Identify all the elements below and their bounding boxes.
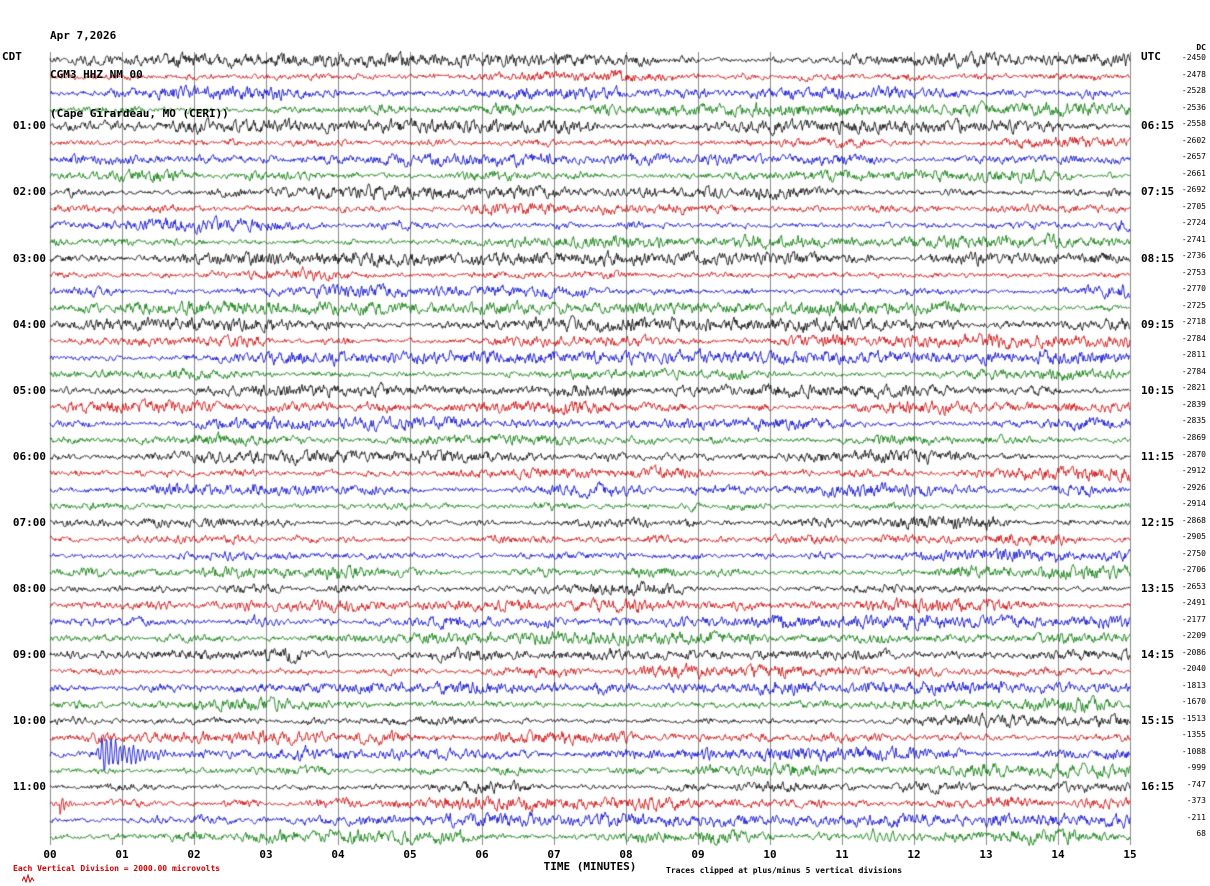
header-station-code: CGM3 HHZ NM 00 xyxy=(50,68,143,81)
x-axis-tick: 04 xyxy=(331,848,345,861)
x-axis-tick: 12 xyxy=(907,848,921,861)
dc-value: -2653 xyxy=(1181,581,1206,591)
dc-value: 68 xyxy=(1196,829,1206,839)
cdt-hour-label: 09:00 xyxy=(12,648,46,661)
dc-value: -2657 xyxy=(1181,152,1206,162)
dc-value: -2040 xyxy=(1181,664,1206,674)
utc-hour-label: 09:15 xyxy=(1141,317,1175,331)
vertical-scale-note: Each Vertical Division = 2000.00 microvo… xyxy=(13,864,221,873)
dc-value: -2661 xyxy=(1181,168,1206,178)
utc-hour-label: 11:15 xyxy=(1141,449,1175,463)
utc-hour-label: 07:15 xyxy=(1141,185,1175,199)
cdt-hour-label: 08:00 xyxy=(12,581,46,595)
dc-value: -2741 xyxy=(1181,234,1206,244)
dc-value: -2870 xyxy=(1181,449,1206,459)
dc-value: -2926 xyxy=(1181,482,1206,492)
dc-value: -2821 xyxy=(1181,383,1206,393)
dc-value: -2753 xyxy=(1181,267,1206,277)
dc-value: -2692 xyxy=(1181,185,1206,195)
utc-hour-label: 06:15 xyxy=(1141,119,1175,133)
x-axis-tick: 02 xyxy=(187,848,201,861)
dc-value: -2725 xyxy=(1181,300,1206,310)
x-axis-tick: 15 xyxy=(1123,848,1137,861)
x-axis-tick: 01 xyxy=(115,848,129,861)
margin-artifact-mark xyxy=(22,874,35,883)
cdt-hour-label: 05:00 xyxy=(12,383,46,397)
x-axis-tick: 06 xyxy=(475,848,489,861)
dc-value: -2784 xyxy=(1181,333,1206,343)
dc-value: -1813 xyxy=(1181,680,1206,690)
cdt-hour-label: 06:00 xyxy=(12,449,46,463)
dc-value: -211 xyxy=(1186,812,1206,822)
dc-value: -2835 xyxy=(1181,416,1206,426)
cdt-hour-label: 10:00 xyxy=(12,714,46,728)
dc-value: -1513 xyxy=(1181,713,1206,723)
dc-value: -2914 xyxy=(1181,499,1206,509)
dc-value: -2450 xyxy=(1181,53,1206,62)
dc-value: -747 xyxy=(1186,779,1206,789)
x-axis-tick: 11 xyxy=(835,848,849,861)
cdt-hour-label: 03:00 xyxy=(12,251,46,265)
header-station-location: (Cape Girardeau, MO (CERI)) xyxy=(50,107,229,120)
dc-value: -2528 xyxy=(1181,86,1206,96)
dc-value: -2736 xyxy=(1181,251,1206,261)
timezone-label-right: UTC xyxy=(1141,50,1161,63)
x-axis-tick: 09 xyxy=(691,848,705,861)
x-axis-tick: 14 xyxy=(1051,848,1065,861)
utc-hour-label: 13:15 xyxy=(1141,581,1175,595)
dc-value: -2868 xyxy=(1181,515,1206,525)
dc-value: -2770 xyxy=(1181,284,1206,294)
header-block: Apr 7,2026 CGM3 HHZ NM 00 (Cape Girardea… xyxy=(50,3,229,146)
dc-value: -2705 xyxy=(1181,201,1206,211)
utc-hour-label: 15:15 xyxy=(1141,714,1175,728)
x-axis-tick: 07 xyxy=(547,848,561,861)
header-date: Apr 7,2026 xyxy=(50,29,117,42)
dc-value: -2839 xyxy=(1181,399,1206,409)
dc-value: -2209 xyxy=(1181,631,1206,641)
utc-hour-label: 08:15 xyxy=(1141,251,1175,265)
dc-value: -2905 xyxy=(1181,532,1206,542)
dc-value: -2724 xyxy=(1181,218,1206,228)
dc-value: -1670 xyxy=(1181,697,1206,707)
dc-value: -1088 xyxy=(1181,746,1206,756)
cdt-hour-label: 07:00 xyxy=(12,515,46,529)
x-axis-tick: 13 xyxy=(979,848,993,861)
dc-value: -2912 xyxy=(1181,466,1206,476)
dc-value: -2536 xyxy=(1181,102,1206,112)
dc-value: -999 xyxy=(1186,763,1206,773)
cdt-hour-label: 11:00 xyxy=(12,780,46,794)
x-axis-tick: 10 xyxy=(763,848,777,861)
dc-value: -2478 xyxy=(1181,69,1206,79)
dc-value: -2706 xyxy=(1181,565,1206,575)
dc-value: -1355 xyxy=(1181,730,1206,740)
dc-value: -2811 xyxy=(1181,350,1206,360)
dc-value: -2558 xyxy=(1181,119,1206,129)
dc-column-header: DC xyxy=(1196,43,1206,52)
dc-value: -2602 xyxy=(1181,135,1206,145)
dc-value: -2491 xyxy=(1181,598,1206,608)
cdt-hour-label: 02:00 xyxy=(12,185,46,199)
utc-hour-label: 16:15 xyxy=(1141,780,1175,794)
dc-value: -373 xyxy=(1186,796,1206,806)
x-axis-tick: 03 xyxy=(259,848,273,861)
dc-value: -2784 xyxy=(1181,366,1206,376)
dc-value: -2869 xyxy=(1181,432,1206,442)
dc-value: -2177 xyxy=(1181,614,1206,624)
cdt-hour-label: 01:00 xyxy=(12,119,46,133)
utc-hour-label: 14:15 xyxy=(1141,648,1175,661)
x-axis-tick: 00 xyxy=(43,848,57,861)
dc-value: -2718 xyxy=(1181,317,1206,327)
x-axis-tick: 05 xyxy=(403,848,417,861)
cdt-hour-label: 04:00 xyxy=(12,317,46,331)
timezone-label-left: CDT xyxy=(2,50,22,63)
clipping-note: Traces clipped at plus/minus 5 vertical … xyxy=(666,866,903,875)
x-axis-title: TIME (MINUTES) xyxy=(543,860,637,873)
x-axis-tick: 08 xyxy=(619,848,633,861)
dc-value: -2750 xyxy=(1181,548,1206,558)
utc-hour-label: 10:15 xyxy=(1141,383,1175,397)
utc-hour-label: 12:15 xyxy=(1141,515,1175,529)
dc-value: -2086 xyxy=(1181,647,1206,657)
